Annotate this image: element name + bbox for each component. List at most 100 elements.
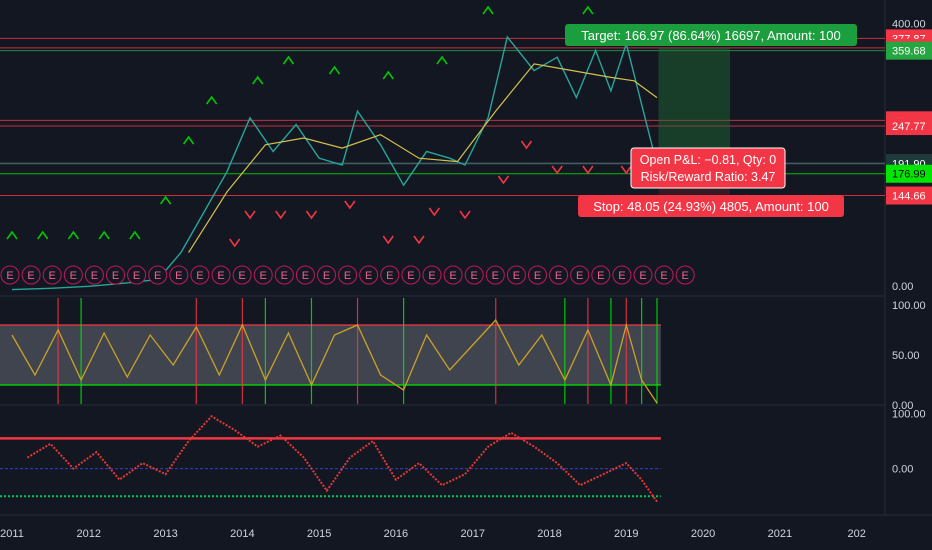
earnings-marker-circle bbox=[21, 265, 41, 285]
momentum-axis-tick: 100.00 bbox=[892, 409, 926, 421]
earnings-marker-label: E bbox=[323, 270, 330, 282]
pnl-label[interactable]: Open P&L: −0.81, Qty: 0 Risk/Reward Rati… bbox=[630, 147, 786, 189]
stop-label[interactable]: Stop: 48.05 (24.93%) 4805, Amount: 100 bbox=[578, 195, 844, 217]
price-axis-tick: 0.00 bbox=[892, 281, 913, 293]
stop-label-text: Stop: 48.05 (24.93%) 4805, Amount: 100 bbox=[593, 199, 829, 214]
price-axis-label-bg bbox=[886, 186, 932, 205]
earnings-marker-circle bbox=[528, 265, 547, 285]
signal-markers bbox=[6, 5, 632, 248]
earnings-marker-label: E bbox=[576, 270, 583, 282]
target-label-text: Target: 166.97 (86.64%) 16697, Amount: 1… bbox=[581, 28, 840, 43]
earnings-marker-circle bbox=[401, 265, 421, 285]
buy-signal-marker bbox=[436, 55, 448, 65]
earnings-marker-label: E bbox=[238, 270, 245, 282]
time-axis-tick: 2016 bbox=[384, 528, 408, 540]
buy-signal-marker bbox=[129, 230, 141, 240]
earnings-marker-label: E bbox=[365, 270, 372, 282]
oscillator-axis[interactable]: 100.00 50.00 0.00 bbox=[892, 300, 926, 412]
price-axis-label-bg bbox=[886, 164, 932, 183]
oscillator-axis-tick: 100.00 bbox=[892, 300, 926, 312]
momentum-axis[interactable]: 100.00 0.00 bbox=[892, 409, 926, 476]
earnings-marker-label: E bbox=[196, 270, 203, 282]
earnings-marker-circle bbox=[63, 265, 83, 285]
buy-signal-marker bbox=[37, 230, 49, 240]
earnings-marker-circle bbox=[506, 265, 526, 285]
earnings-marker-circle bbox=[570, 265, 590, 285]
earnings-marker-label: E bbox=[154, 270, 161, 282]
earnings-marker-circle bbox=[380, 265, 400, 285]
earnings-marker-label: E bbox=[407, 270, 414, 282]
price-axis-label: 176.99 bbox=[892, 169, 926, 181]
earnings-marker-label: E bbox=[513, 270, 520, 282]
buy-signal-marker bbox=[582, 5, 594, 15]
target-zone bbox=[658, 47, 730, 164]
earnings-marker-label: E bbox=[660, 270, 667, 282]
buy-signal-marker bbox=[98, 230, 110, 240]
buy-signal-marker bbox=[328, 65, 341, 75]
earnings-marker-circle bbox=[106, 265, 125, 285]
time-axis-tick: 2017 bbox=[460, 528, 484, 540]
earnings-marker-label: E bbox=[428, 270, 435, 282]
sell-signal-marker bbox=[413, 235, 425, 245]
oscillator-line bbox=[11, 318, 658, 404]
buy-signal-marker bbox=[6, 230, 18, 240]
earnings-marker-label: E bbox=[70, 270, 77, 282]
price-axis-label-bg bbox=[886, 41, 932, 60]
earnings-marker-circle bbox=[654, 265, 674, 285]
sell-signal-marker bbox=[229, 238, 241, 248]
earnings-marker-label: E bbox=[534, 270, 541, 282]
price-axis-label: 144.66 bbox=[892, 191, 926, 203]
time-axis[interactable]: 2011 2012 2013 2014 2015 2016 2017 2018 2019 2020… bbox=[0, 528, 866, 540]
earnings-marker-circle bbox=[338, 265, 358, 285]
buy-signal-marker bbox=[482, 5, 494, 15]
sell-signal-marker bbox=[344, 200, 356, 210]
sell-signal-marker bbox=[582, 165, 594, 175]
time-axis-tick: 2021 bbox=[768, 528, 792, 540]
buy-signal-marker bbox=[67, 230, 80, 240]
earnings-marker-label: E bbox=[386, 270, 393, 282]
earnings-marker-label: E bbox=[302, 270, 309, 282]
price-axis-label: 247.77 bbox=[892, 121, 926, 133]
buy-signal-marker bbox=[182, 135, 195, 145]
sell-signal-marker bbox=[620, 165, 632, 175]
momentum-axis-tick: 0.00 bbox=[892, 464, 913, 476]
earnings-marker-circle bbox=[84, 265, 104, 285]
earnings-marker-label: E bbox=[217, 270, 224, 282]
earnings-marker-circle bbox=[485, 265, 505, 285]
sell-signal-marker bbox=[428, 207, 440, 217]
earnings-marker-label: E bbox=[471, 270, 478, 282]
earnings-marker-label: E bbox=[449, 270, 456, 282]
sell-signal-marker bbox=[459, 210, 471, 220]
earnings-marker-circle bbox=[443, 265, 463, 285]
price-series-line bbox=[11, 35, 658, 291]
earnings-marker-circle bbox=[274, 265, 294, 285]
time-axis-tick: 2019 bbox=[614, 528, 638, 540]
earnings-marker-label: E bbox=[175, 270, 182, 282]
target-label[interactable]: Target: 166.97 (86.64%) 16697, Amount: 1… bbox=[565, 24, 857, 46]
buy-signal-marker bbox=[159, 195, 172, 205]
earnings-marker-label: E bbox=[112, 270, 119, 282]
earnings-marker-circle bbox=[253, 265, 273, 285]
price-axis[interactable]: 400.000.00377.87363.76359.68256.26247.77… bbox=[886, 18, 932, 293]
earnings-marker-circle bbox=[148, 265, 168, 285]
oscillator-band bbox=[0, 325, 661, 385]
earnings-marker-circle bbox=[633, 265, 653, 285]
earnings-marker-label: E bbox=[492, 270, 499, 282]
pnl-label-line2: Risk/Reward Ratio: 3.47 bbox=[641, 170, 776, 184]
earnings-marker-label: E bbox=[597, 270, 604, 282]
buy-signal-marker bbox=[282, 55, 295, 65]
sell-signal-marker bbox=[305, 210, 318, 220]
price-axis-label-bg bbox=[886, 117, 932, 136]
earnings-marker-circle bbox=[464, 265, 484, 285]
earnings-marker-label: E bbox=[639, 270, 646, 282]
earnings-marker-circle bbox=[591, 265, 611, 285]
time-axis-tick: 2020 bbox=[691, 528, 715, 540]
momentum-line bbox=[26, 415, 658, 503]
earnings-marker-label: E bbox=[27, 270, 34, 282]
earnings-marker-label: E bbox=[281, 270, 288, 282]
oscillator-axis-tick: 0.00 bbox=[892, 400, 913, 412]
earnings-marker-circle bbox=[190, 265, 210, 285]
earnings-marker-label: E bbox=[344, 270, 351, 282]
